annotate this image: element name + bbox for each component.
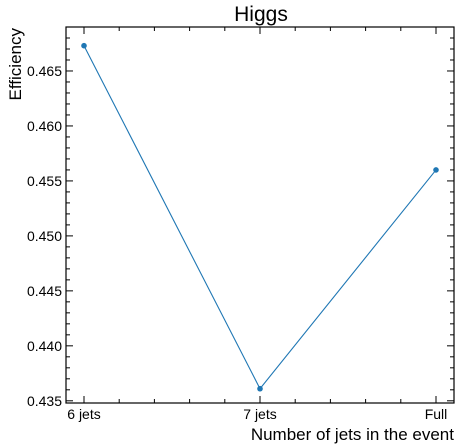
y-axis-label: Efficiency (6, 28, 25, 101)
y-tick-label: 0.465 (27, 63, 62, 79)
x-tick-label: 6 jets (67, 406, 100, 422)
y-tick-label: 0.455 (27, 173, 62, 189)
data-point (81, 42, 87, 49)
y-tick-label: 0.435 (27, 393, 62, 409)
series-line (83, 45, 437, 390)
data-point (433, 167, 439, 173)
y-tick-label: 0.450 (27, 228, 62, 244)
plot-area: 0.435 0.440 0.445 0.450 0.455 0.460 0.465 6 jet… (27, 26, 454, 422)
chart-title: Higgs (234, 3, 288, 26)
data-point (257, 385, 263, 392)
y-tick-label: 0.445 (27, 283, 62, 299)
y-tick-label: 0.440 (27, 338, 62, 354)
x-axis-label: Number of jets in the event (251, 425, 454, 444)
x-tick-label: 7 jets (243, 406, 276, 422)
plot-frame (65, 26, 455, 404)
x-tick-label: Full (425, 406, 448, 422)
y-tick-label: 0.460 (27, 118, 62, 134)
